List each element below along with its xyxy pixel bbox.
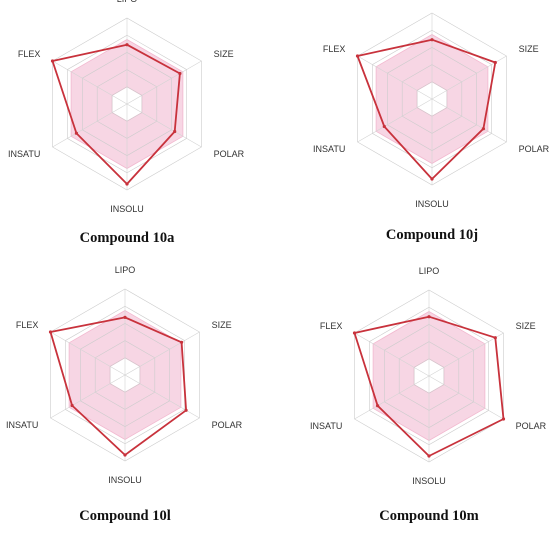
data-point [501,417,506,421]
axis-spoke [126,103,202,148]
data-point [493,60,497,65]
axis-label-insatu: INSATU [313,144,345,154]
axis-label-polar: POLAR [212,420,243,430]
axis-label-insolu: INSOLU [110,204,144,214]
data-point [430,38,434,42]
data-point [184,408,188,412]
data-point [74,131,78,135]
axis-label-size: SIZE [516,321,536,331]
radar-chart-10a: LIPO SIZE POLAR INSOLU INSATU FLEX Compound 1… [8,0,245,246]
axis-label-insatu: INSATU [6,420,38,430]
data-point [376,404,380,408]
axis-label-insolu: INSOLU [412,476,446,486]
axis-label-polar: POLAR [516,421,547,431]
data-point [178,71,182,76]
data-point [48,330,53,334]
data-point [427,315,431,319]
axis-label-flex: FLEX [320,321,343,331]
chart-title: Compound 10j [386,227,478,243]
chart-title: Compound 10a [80,230,175,246]
data-point [125,43,129,47]
axis-label-lipo: LIPO [419,266,440,276]
axis-spoke [124,331,200,376]
axis-spoke [357,98,433,143]
axis-spoke [50,331,126,376]
radar-chart-10l: LIPO SIZE POLAR INSOLU INSATU FLEX Compound 1… [6,265,243,524]
data-point [430,177,434,181]
chart-title: Compound 10l [79,508,170,524]
data-point [427,454,431,458]
axis-label-lipo: LIPO [117,0,138,4]
data-point [352,331,357,335]
data-point [123,453,127,457]
data-point [355,54,360,58]
axis-spoke [357,55,433,100]
axis-label-flex: FLEX [323,44,346,54]
data-point [123,315,127,319]
axis-label-lipo: LIPO [115,265,136,275]
axis-label-polar: POLAR [214,149,245,159]
data-point [50,59,55,63]
chart-title: Compound 10m [379,508,479,524]
data-point [173,129,177,134]
data-point [493,336,497,340]
data-point [481,127,485,131]
axis-label-insatu: INSATU [8,149,40,159]
data-point [382,124,386,129]
data-point [180,340,184,344]
axis-label-size: SIZE [519,44,539,54]
axis-label-insolu: INSOLU [415,199,449,209]
axis-label-polar: POLAR [519,144,550,154]
axis-spoke [428,332,504,377]
axis-label-flex: FLEX [16,320,39,330]
axis-spoke [52,103,128,148]
axis-label-size: SIZE [214,49,234,59]
axis-spoke [52,60,128,105]
axis-spoke [50,374,126,419]
radar-chart-10m: LIPO SIZE POLAR INSOLU INSATU FLEX Compound 1… [310,266,547,524]
axis-label-flex: FLEX [18,49,41,59]
axis-label-insatu: INSATU [310,421,342,431]
data-point [125,182,129,186]
axis-spoke [431,98,507,143]
axis-label-size: SIZE [212,320,232,330]
axis-label-insolu: INSOLU [108,475,142,485]
axis-spoke [428,375,504,420]
axis-spoke [354,375,430,420]
data-point [70,403,74,408]
axis-spoke [126,60,202,105]
axis-spoke [354,332,430,377]
